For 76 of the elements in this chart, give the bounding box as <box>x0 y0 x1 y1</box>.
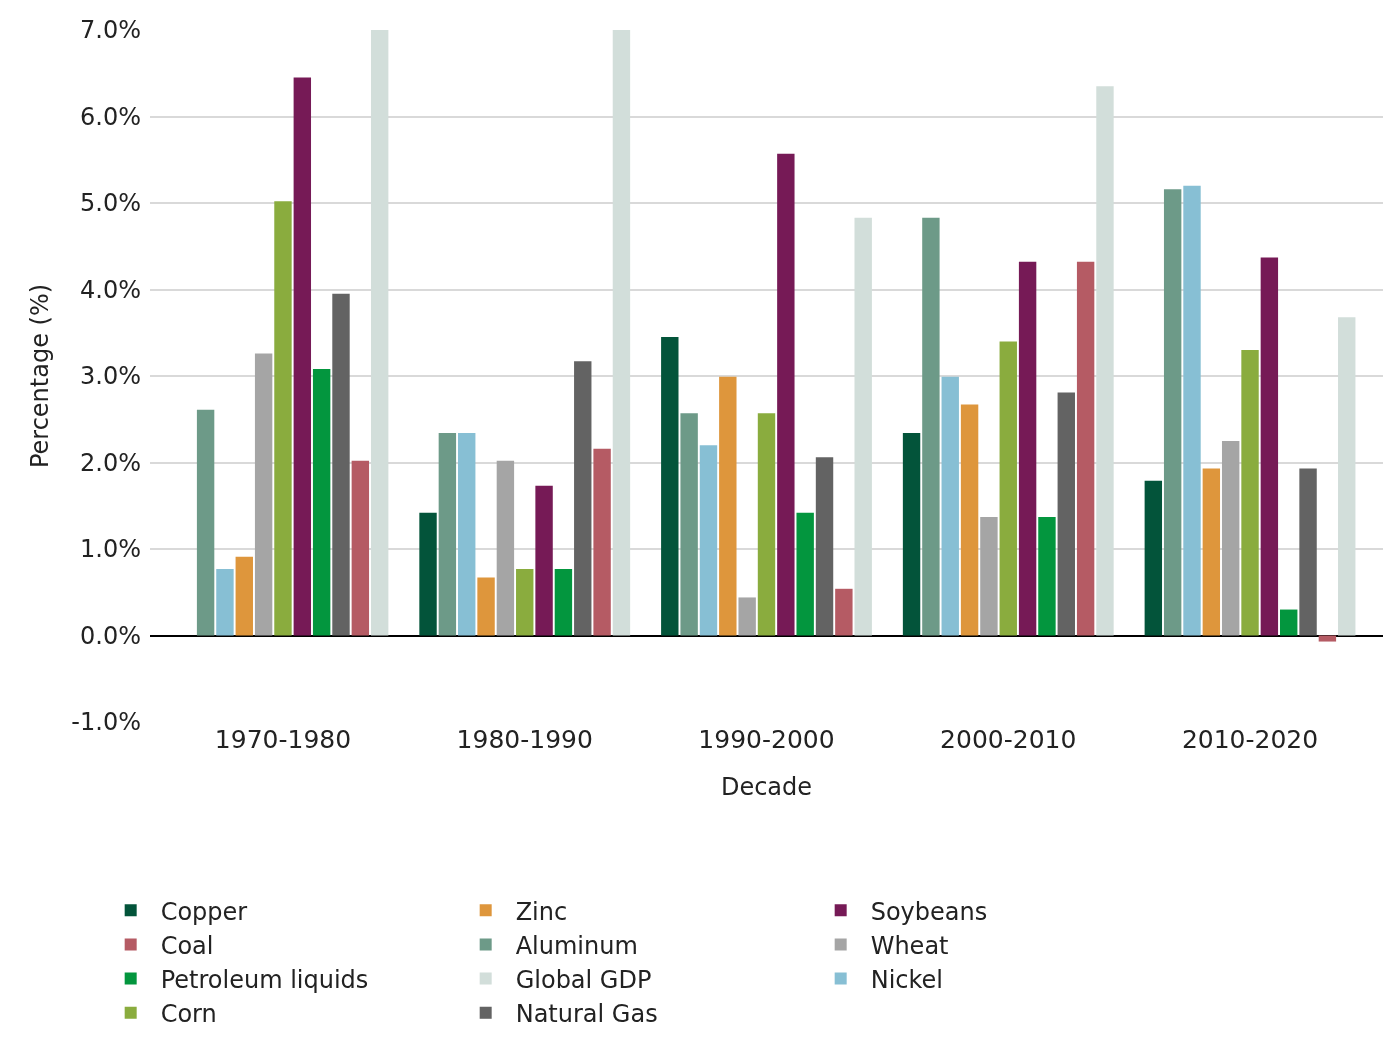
legend-label: Corn <box>160 1000 217 1029</box>
x-tick-label: 2000-2010 <box>940 725 1077 754</box>
y-tick-label: 1.0% <box>80 535 141 564</box>
y-tick-label: 6.0% <box>80 102 141 131</box>
x-tick-label: 1990-2000 <box>698 725 835 754</box>
legend-label: Coal <box>160 931 214 960</box>
bar <box>941 376 959 636</box>
legend-label: Petroleum liquids <box>160 965 369 994</box>
bar <box>351 460 370 636</box>
y-tick-label: 2.0% <box>80 448 141 477</box>
bar <box>332 293 350 636</box>
bar <box>1280 609 1298 636</box>
bar <box>1241 350 1259 636</box>
bar <box>574 361 592 636</box>
legend-label: Zinc <box>515 897 568 926</box>
x-tick-label: 2010-2020 <box>1181 725 1319 754</box>
bar <box>999 341 1017 636</box>
bar <box>757 413 776 636</box>
bar <box>458 433 476 636</box>
bar <box>1318 635 1337 642</box>
x-tick-label: 1980-1990 <box>456 725 593 754</box>
bar <box>438 433 457 636</box>
y-axis-title: Percentage (%) <box>26 283 55 469</box>
x-axis-title: Decade <box>720 773 813 802</box>
y-tick-label: 4.0% <box>80 275 141 304</box>
x-tick-label: 1970-1980 <box>214 725 352 754</box>
bar <box>1038 517 1056 636</box>
bar <box>1163 189 1182 636</box>
bar <box>960 404 979 636</box>
legend-label: Global GDP <box>515 965 652 994</box>
y-tick-label: 0.0% <box>80 621 141 650</box>
bar <box>922 217 940 636</box>
bar <box>1057 392 1075 636</box>
legend-label: Natural Gas <box>515 1000 658 1029</box>
bar <box>699 445 718 636</box>
bar <box>719 376 737 636</box>
bar <box>477 577 495 636</box>
bar <box>1202 468 1221 636</box>
bar <box>1183 185 1201 636</box>
bar <box>235 556 253 636</box>
bar <box>419 512 437 636</box>
bar <box>980 517 998 636</box>
bar <box>738 597 756 636</box>
bar <box>1076 261 1095 636</box>
y-tick-label: 7.0% <box>80 16 141 45</box>
bar <box>496 460 515 636</box>
bar <box>535 485 553 636</box>
bar <box>593 448 611 636</box>
legend-label: Nickel <box>870 965 943 994</box>
bar <box>1018 261 1037 636</box>
bar <box>216 568 234 636</box>
y-tick-label: 5.0% <box>80 189 141 218</box>
legend-label: Wheat <box>870 931 949 960</box>
bar <box>815 457 834 636</box>
bar <box>1221 440 1240 636</box>
bar <box>661 337 679 636</box>
bar <box>293 77 312 636</box>
y-tick-label: -1.0% <box>71 708 141 737</box>
bar <box>1144 480 1163 636</box>
bar <box>554 568 573 636</box>
bar <box>902 433 921 636</box>
legend-label: Soybeans <box>870 897 988 926</box>
bar <box>254 353 273 636</box>
bar <box>196 409 215 636</box>
bar <box>835 588 853 636</box>
y-tick-label: 3.0% <box>80 362 141 391</box>
bar <box>312 369 331 636</box>
bar <box>777 153 795 636</box>
bar <box>680 413 698 636</box>
bar <box>1299 468 1317 636</box>
legend-label: Copper <box>160 897 248 926</box>
bar <box>516 568 534 636</box>
bar <box>1260 257 1279 636</box>
legend-label: Aluminum <box>515 931 638 960</box>
bar <box>274 201 292 636</box>
bar <box>796 512 814 636</box>
